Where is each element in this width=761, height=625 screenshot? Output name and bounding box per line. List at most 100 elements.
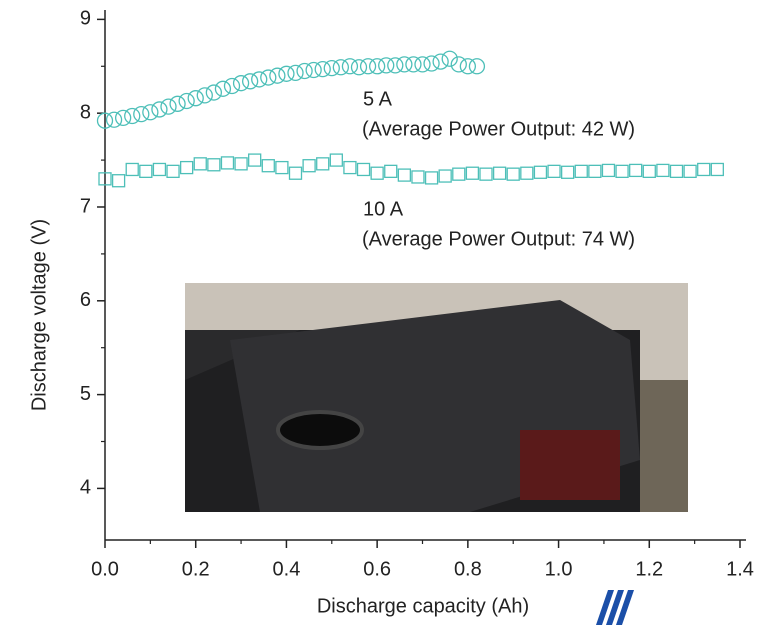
x-tick-label: 0.6 [363,558,391,580]
square-marker [220,156,235,170]
circle-marker [323,60,340,77]
circle-marker [405,56,422,73]
square-marker [533,165,548,179]
square-marker [139,164,153,178]
circle-marker [305,61,322,79]
square-marker [316,157,330,171]
circle-marker [196,87,213,104]
square-marker [261,159,275,173]
circle-marker [214,80,232,97]
square-marker [397,168,412,182]
square-marker [179,160,194,175]
logo [596,590,634,625]
x-axis-label: Discharge capacity (Ah) [317,595,529,617]
circle-marker [151,101,168,118]
square-marker [207,158,221,172]
circle-marker [269,67,286,84]
square-marker [248,153,262,167]
circle-marker [332,59,350,76]
x-tick-label: 0.4 [273,558,301,580]
circle-marker [187,90,204,107]
square-marker [506,167,520,181]
y-tick-label: 6 [80,289,91,311]
circle-marker [450,56,467,73]
square-marker [411,170,425,184]
circle-marker [387,57,404,74]
circle-marker [178,92,195,110]
x-tick-label: 0.2 [182,558,210,580]
circle-marker [278,65,295,82]
square-marker [479,167,493,181]
circle-marker [423,55,440,72]
circle-marker [251,71,268,88]
square-marker [302,159,316,173]
circle-marker [105,111,123,128]
circle-marker [205,84,223,101]
x-tick-label: 1.4 [726,558,754,580]
circle-marker [260,69,277,86]
y-tick-label: 8 [80,101,91,123]
annotation: 5 A [363,88,393,110]
square-marker [547,164,561,178]
y-tick-label: 4 [80,477,91,499]
circle-marker [359,58,377,75]
y-tick-label: 7 [80,195,91,217]
circle-marker [441,50,458,67]
square-marker [111,174,126,188]
square-marker [588,164,602,178]
circle-marker [378,57,395,74]
x-tick-label: 1.2 [635,558,663,580]
circle-marker [459,58,477,75]
square-marker [492,166,507,180]
annotation: 10 A [363,198,404,220]
photo-inset [185,283,688,512]
square-marker [642,164,656,178]
circle-marker [232,75,250,92]
square-marker [697,162,711,177]
circle-marker [287,64,304,81]
square-marker [574,164,588,178]
circle-marker [368,58,386,75]
square-marker [656,163,670,178]
x-tick-label: 0.0 [91,558,119,580]
circle-marker [432,53,449,70]
circle-marker [468,58,486,75]
square-marker [193,157,207,171]
square-marker [370,166,384,180]
y-axis-label: Discharge voltage (V) [28,219,50,411]
circle-marker [241,73,259,90]
square-marker [384,164,398,178]
circle-marker [396,56,413,73]
square-marker [343,160,357,175]
square-marker [424,171,439,185]
x-tick-label: 0.8 [454,558,482,580]
square-marker [234,157,248,171]
circle-marker [169,95,186,112]
circle-marker [114,109,132,127]
circle-marker [296,62,313,80]
square-marker [438,169,452,183]
annotation: (Average Power Output: 74 W) [362,228,635,250]
annotation: (Average Power Output: 42 W) [362,118,635,140]
square-marker [683,164,697,178]
square-marker [356,162,371,177]
circle-marker [124,107,141,125]
circle-marker [341,58,359,75]
square-marker [601,163,616,178]
square-marker [329,153,343,167]
square-marker [629,163,643,178]
square-marker [520,166,534,180]
square-marker [275,160,289,175]
y-tick-label: 9 [80,8,91,30]
square-marker [98,172,112,186]
square-marker [669,164,684,178]
circle-marker [350,59,368,76]
circle-marker [414,56,431,73]
square-marker [615,164,629,178]
square-marker [452,167,466,181]
square-marker [166,164,180,178]
circle-marker [133,105,150,123]
square-marker [465,166,480,180]
